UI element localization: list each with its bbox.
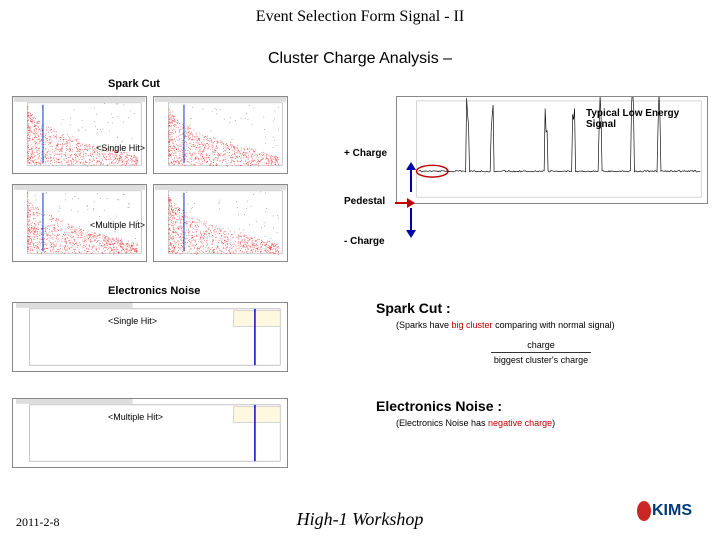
noise-plot-multiple	[12, 398, 288, 468]
enoise-line1: (Electronics Noise has negative charge)	[376, 418, 706, 428]
plus-charge-label: + Charge	[344, 148, 387, 159]
arrow-up-icon	[405, 162, 417, 192]
page-title-text: Event Selection Form Signal - II	[256, 8, 464, 25]
noise-label-multiple: <Multiple Hit>	[108, 412, 163, 422]
divider-line	[491, 352, 591, 353]
enoise-highlight: negative charge	[488, 418, 552, 428]
noise-plot-single	[12, 302, 288, 372]
spark-cut-title: Spark Cut :	[376, 300, 706, 316]
svg-text:KIMS: KIMS	[652, 502, 692, 519]
scatter-plot-single-2	[153, 96, 288, 174]
spark-cut-line3: biggest cluster's charge	[376, 355, 706, 365]
spark-cut-text: Spark Cut : (Sparks have big cluster com…	[376, 300, 706, 367]
enoise-text: Electronics Noise : (Electronics Noise h…	[376, 398, 706, 430]
enoise-title: Electronics Noise :	[376, 398, 706, 414]
page-subtitle: Cluster Charge Analysis –	[0, 50, 720, 68]
page-subtitle-text: Cluster Charge Analysis –	[268, 50, 452, 67]
arrow-pedestal-icon	[395, 197, 415, 209]
pedestal-label: Pedestal	[344, 196, 385, 207]
footer-center: High-1 Workshop	[0, 509, 720, 530]
noise-label-single: <Single Hit>	[108, 316, 157, 326]
arrow-down-icon	[405, 208, 417, 238]
section-spark-cut: Spark Cut	[108, 78, 160, 90]
section-electronics-noise: Electronics Noise	[108, 285, 200, 297]
page-title: Event Selection Form Signal - II	[0, 8, 720, 26]
minus-charge-label: - Charge	[344, 236, 385, 247]
scatter-label-multiple: <Multiple Hit>	[90, 220, 145, 230]
spark-cut-line2: charge	[376, 332, 706, 350]
spark-highlight: big cluster	[452, 320, 493, 330]
typical-signal-label: Typical Low Energy Signal	[586, 108, 696, 130]
scatter-label-single: <Single Hit>	[96, 143, 145, 153]
scatter-plot-multiple-2	[153, 184, 288, 262]
kims-logo: KIMS	[632, 495, 702, 532]
scatter-plot-single-1	[12, 96, 147, 174]
spark-cut-line1: (Sparks have big cluster comparing with …	[376, 320, 706, 330]
